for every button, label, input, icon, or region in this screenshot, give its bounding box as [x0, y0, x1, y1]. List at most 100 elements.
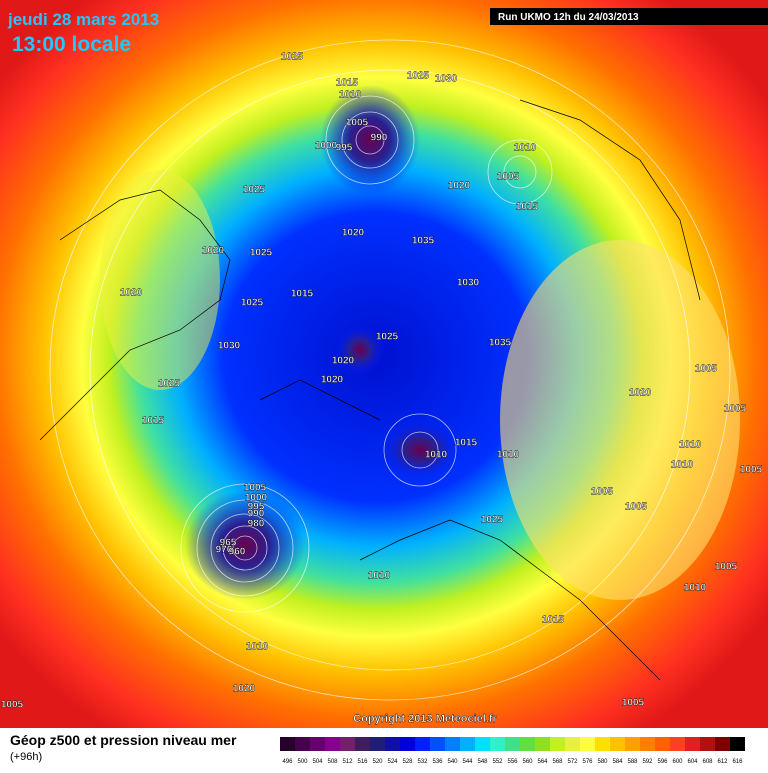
legend-swatch — [400, 737, 415, 751]
pressure-label: 1010 — [425, 450, 448, 461]
pressure-label: 1015 — [542, 615, 565, 626]
pressure-label: 1020 — [629, 388, 652, 399]
pressure-label: 1015 — [336, 78, 359, 89]
pressure-label: 1005 — [715, 562, 738, 573]
legend-swatch — [595, 737, 610, 751]
pressure-label: 1020 — [342, 228, 365, 239]
legend-label: 540 — [447, 759, 458, 765]
legend-swatch — [685, 737, 700, 751]
pressure-label: 1015 — [455, 438, 478, 449]
pressure-label: 1020 — [332, 356, 355, 367]
pressure-label: 1025 — [243, 185, 266, 196]
pressure-label: 1020 — [448, 181, 471, 192]
legend-swatch — [700, 737, 715, 751]
pressure-label: 1005 — [740, 465, 763, 476]
pressure-label: 1005 — [622, 698, 645, 709]
legend-swatch — [505, 737, 520, 751]
legend-swatch — [415, 737, 430, 751]
pressure-label: 1010 — [684, 583, 707, 594]
legend-swatch — [310, 737, 325, 751]
pressure-label: 1020 — [321, 375, 344, 386]
legend-label: 604 — [687, 759, 698, 765]
low-center — [380, 420, 460, 480]
time-label: 13:00 locale — [12, 33, 131, 56]
legend-swatch — [325, 737, 340, 751]
pressure-label: 1005 — [346, 118, 369, 129]
legend-label: 564 — [537, 759, 548, 765]
legend-label: 512 — [342, 759, 353, 765]
pressure-label: 1015 — [291, 289, 314, 300]
legend-swatch — [535, 737, 550, 751]
pressure-label: 1025 — [407, 71, 430, 82]
legend-label: 608 — [702, 759, 713, 765]
legend-label: 528 — [402, 759, 413, 765]
legend-label: 592 — [642, 759, 653, 765]
pressure-label: 995 — [248, 502, 265, 513]
legend-label: 556 — [507, 759, 518, 765]
legend-swatch — [610, 737, 625, 751]
legend-label: 548 — [477, 759, 488, 765]
pressure-label: 1020 — [233, 684, 256, 695]
legend-swatch — [625, 737, 640, 751]
pressure-label: 1005 — [625, 502, 648, 513]
warm-area — [100, 170, 220, 390]
pressure-label: 1025 — [376, 332, 399, 343]
pressure-label: 1010 — [514, 143, 537, 154]
pressure-label: 1005 — [244, 483, 267, 494]
footer-lead: (+96h) — [10, 751, 42, 763]
legend-label: 560 — [522, 759, 533, 765]
legend: 496 500 504 508 512 516 520 524 528 532 536 540 544 5… — [280, 737, 745, 765]
run-label: Run UKMO 12h du 24/03/2013 — [498, 12, 639, 23]
low-center — [185, 490, 305, 600]
pressure-label: 1025 — [241, 298, 264, 309]
pressure-label: 960 — [229, 547, 246, 558]
legend-label: 544 — [462, 759, 473, 765]
legend-swatch — [280, 737, 295, 751]
pressure-label: 1010 — [339, 90, 362, 101]
legend-label: 536 — [432, 759, 443, 765]
pressure-label: 1010 — [679, 440, 702, 451]
legend-swatch — [385, 737, 400, 751]
legend-swatch — [445, 737, 460, 751]
legend-label: 552 — [492, 759, 503, 765]
pressure-label: 1005 — [695, 364, 718, 375]
legend-swatch — [730, 737, 745, 751]
pressure-label: 1010 — [497, 450, 520, 461]
pressure-label: 1015 — [516, 202, 539, 213]
pressure-label: 1010 — [671, 460, 694, 471]
legend-label: 616 — [732, 759, 743, 765]
legend-swatch — [640, 737, 655, 751]
pressure-label: 990 — [248, 509, 265, 520]
copyright: Copyright 2013 Meteociel.fr — [353, 713, 497, 725]
legend-swatch — [475, 737, 490, 751]
legend-label: 612 — [717, 759, 728, 765]
legend-label: 576 — [582, 759, 593, 765]
pressure-label: 1025 — [250, 248, 273, 259]
legend-swatch — [355, 737, 370, 751]
low-center — [335, 325, 385, 375]
legend-label: 496 — [282, 759, 293, 765]
low-center — [320, 85, 420, 195]
pressure-label: 980 — [248, 519, 265, 530]
isobars — [49, 39, 731, 701]
pressure-label: 1010 — [246, 642, 269, 653]
legend-swatch — [670, 737, 685, 751]
pressure-label: 990 — [371, 133, 388, 144]
legend-label: 524 — [387, 759, 398, 765]
pressure-label: 1030 — [435, 74, 458, 85]
legend-label: 572 — [567, 759, 578, 765]
footer-title: Géop z500 et pression niveau mer — [10, 732, 237, 748]
pressure-label: 1005 — [724, 404, 747, 415]
pressure-label: 1025 — [158, 379, 181, 390]
legend-label: 596 — [657, 759, 668, 765]
pressure-label: 1000 — [245, 493, 268, 504]
date-label: jeudi 28 mars 2013 — [7, 10, 159, 29]
legend-label: 532 — [417, 759, 428, 765]
legend-swatch — [715, 737, 730, 751]
pressure-label: 1035 — [412, 236, 435, 247]
pressure-label: 1005 — [497, 172, 520, 183]
pressure-label: 1005 — [1, 700, 24, 711]
pressure-label: 1025 — [281, 52, 304, 63]
legend-swatch — [655, 737, 670, 751]
